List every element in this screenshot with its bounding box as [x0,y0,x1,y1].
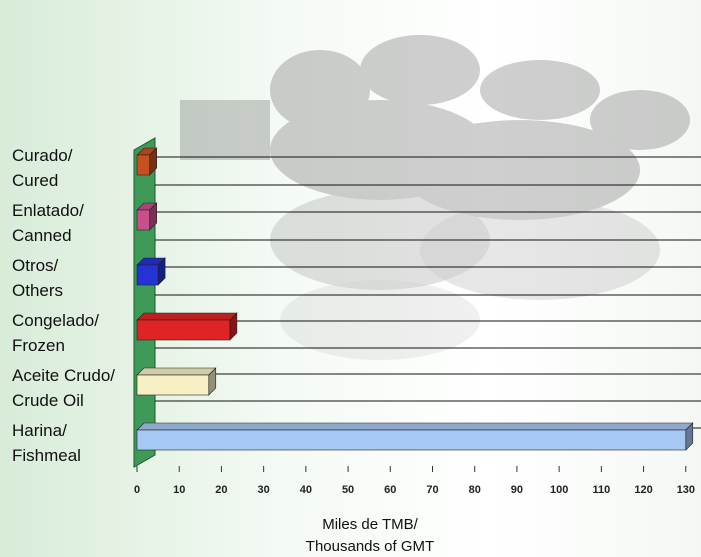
x-tick-label: 90 [511,484,523,496]
bar [137,320,230,340]
x-tick-label: 50 [342,484,354,496]
x-tick-label: 60 [384,484,396,496]
x-tick-label: 40 [300,484,312,496]
bar-top [137,423,693,430]
category-label: Otros/ Others [12,253,142,303]
background-photo [180,35,690,360]
x-tick-label: 100 [550,484,568,496]
bar-top [137,368,216,375]
category-label: Curado/ Cured [12,143,142,193]
x-tick-label: 80 [469,484,481,496]
x-axis-label: Miles de TMB/ Thousands of GMT [230,514,510,557]
x-tick-label: 130 [677,484,695,496]
x-tick-label: 30 [258,484,270,496]
category-label: Aceite Crudo/ Crude Oil [12,363,142,413]
bar-top [137,313,237,320]
x-tick-label: 70 [426,484,438,496]
category-label: Enlatado/ Canned [12,198,142,248]
chart: 0 10 20 30 40 50 60 70 80 90 100 110 120 130 Miles de… [0,0,701,557]
x-tick-label: 110 [592,484,610,496]
x-tick-label: 20 [215,484,227,496]
category-label: Congelado/ Frozen [12,308,142,358]
x-tick-label: 120 [634,484,652,496]
bar [137,430,686,450]
category-label: Harina/ Fishmeal [12,418,142,468]
bar [137,375,209,395]
x-tick-label: 10 [173,484,185,496]
x-tick-label: 0 [134,484,140,496]
